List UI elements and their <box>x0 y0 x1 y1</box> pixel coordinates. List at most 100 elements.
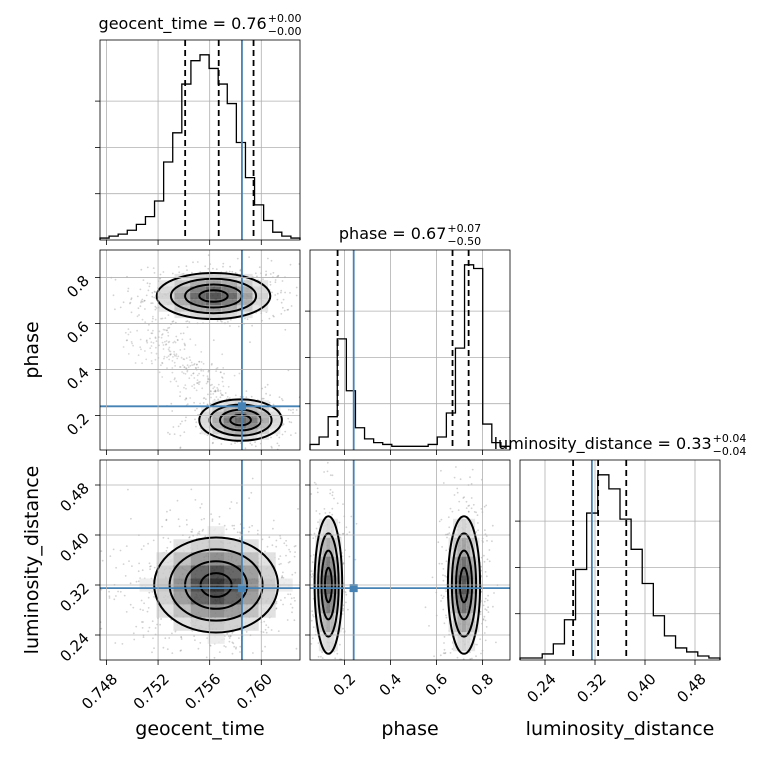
sample-point <box>175 380 178 383</box>
sample-point <box>151 332 154 335</box>
sample-point <box>332 675 334 677</box>
density-cell <box>466 537 471 557</box>
sample-point <box>270 259 273 262</box>
sample-point <box>148 591 151 594</box>
sample-point <box>246 451 248 453</box>
sample-point <box>482 618 485 621</box>
sample-point <box>161 361 164 364</box>
sample-point <box>151 302 154 304</box>
sample-point <box>310 493 313 495</box>
sample-point <box>189 359 192 361</box>
sample-point <box>213 390 216 393</box>
sample-point <box>231 641 234 644</box>
density-cell <box>318 556 323 576</box>
density-cell <box>466 556 471 576</box>
sample-point <box>440 469 442 472</box>
sample-point <box>227 635 230 638</box>
sample-point <box>130 298 133 301</box>
sample-point <box>221 380 224 383</box>
sample-point <box>189 662 191 664</box>
sample-point <box>176 357 179 360</box>
sample-point <box>166 356 168 359</box>
sample-point <box>216 387 219 389</box>
sample-point <box>182 372 185 375</box>
sample-point <box>291 606 294 609</box>
density-cell <box>212 417 224 423</box>
sample-point <box>467 510 470 513</box>
sample-point <box>142 636 145 638</box>
sample-point <box>139 608 142 611</box>
sample-point <box>149 347 152 350</box>
density-cell <box>224 539 242 553</box>
sample-point <box>471 657 473 660</box>
sample-point <box>114 308 116 311</box>
sample-point <box>139 346 142 349</box>
sample-point <box>274 281 277 284</box>
sample-point <box>134 362 137 364</box>
sample-point <box>224 646 227 648</box>
sample-point <box>155 307 158 309</box>
density-cell <box>190 273 206 281</box>
sample-point <box>251 477 254 480</box>
sample-point <box>216 367 219 369</box>
sample-point <box>182 332 185 335</box>
density-cell <box>207 526 225 540</box>
sample-point <box>142 545 145 547</box>
sample-point <box>155 352 158 355</box>
density-cell <box>223 405 235 412</box>
sample-point <box>150 345 153 347</box>
sample-point <box>293 555 296 558</box>
panel-frame-geocent_time-phase <box>99 249 301 451</box>
sample-point <box>191 271 193 274</box>
sample-point <box>179 391 182 393</box>
sample-point <box>463 496 465 499</box>
density-cell <box>257 423 270 429</box>
sample-point <box>200 518 203 521</box>
sample-point <box>177 518 180 521</box>
sample-point <box>232 642 235 645</box>
sample-point <box>468 691 470 693</box>
sample-point <box>443 642 445 644</box>
sample-point <box>482 618 485 620</box>
sample-point <box>188 356 191 358</box>
sample-point <box>194 366 197 369</box>
ytick-label-luminosity_distance-1: 0.32 <box>56 579 92 615</box>
density-cell <box>315 594 319 614</box>
sample-point <box>332 438 334 440</box>
density-cell <box>466 518 471 538</box>
density-cell <box>252 299 269 306</box>
density-cell <box>257 417 270 423</box>
sample-point <box>279 537 282 540</box>
sample-point <box>180 638 183 640</box>
density-cell <box>205 280 222 287</box>
sample-point <box>169 354 172 356</box>
sample-point <box>449 507 452 510</box>
sample-point <box>223 524 226 527</box>
sample-point <box>442 579 445 582</box>
sample-point <box>147 596 150 599</box>
sample-point <box>216 389 219 392</box>
sample-point <box>286 309 289 311</box>
sample-point <box>317 671 319 673</box>
sample-point <box>140 268 143 271</box>
sample-point <box>281 306 284 309</box>
sample-point <box>148 562 151 565</box>
sample-point <box>290 434 292 436</box>
sample-point <box>151 320 154 323</box>
density-cell <box>223 417 235 423</box>
sample-point <box>130 311 133 314</box>
sample-point <box>294 432 297 434</box>
sample-point <box>108 595 111 598</box>
sample-point <box>171 320 174 323</box>
sample-point <box>129 582 132 585</box>
sample-point <box>331 507 334 510</box>
sample-point <box>262 397 265 400</box>
sample-point <box>284 430 287 433</box>
sample-point <box>151 295 154 298</box>
sample-point <box>169 509 172 512</box>
sample-point <box>281 575 284 577</box>
density-cell <box>322 537 327 557</box>
sample-point <box>461 717 463 719</box>
panel-frame-phase-luminosity_distance <box>309 459 511 661</box>
sample-point <box>252 652 254 654</box>
